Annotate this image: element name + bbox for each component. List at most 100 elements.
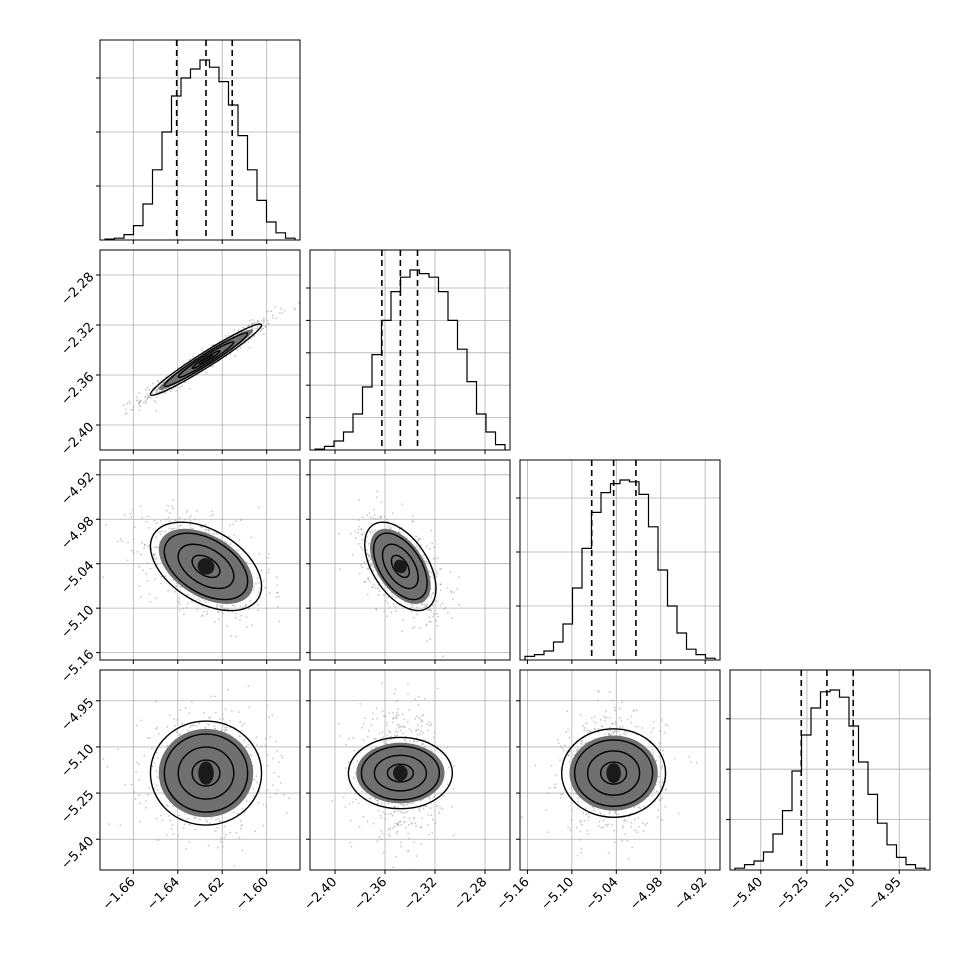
scatter-point <box>374 529 376 531</box>
contour-line-1 <box>177 341 235 379</box>
scatter-point <box>624 733 627 736</box>
scatter-point <box>345 767 347 769</box>
scatter-point <box>594 728 597 731</box>
scatter-point <box>626 718 629 721</box>
scatter-point <box>166 726 169 728</box>
scatter-point <box>414 822 417 825</box>
scatter-point <box>227 688 229 691</box>
scatter-point <box>172 507 174 510</box>
scatter-point <box>205 372 208 375</box>
scatter-point <box>250 536 253 539</box>
scatter-point <box>366 735 369 738</box>
scatter-point <box>587 812 590 815</box>
scatter-point <box>132 538 135 540</box>
scatter-point <box>407 692 409 695</box>
scatter-point <box>370 748 372 750</box>
scatter-point <box>207 844 210 847</box>
scatter-point <box>368 559 370 562</box>
scatter-point <box>646 822 648 825</box>
scatter-point <box>175 585 178 588</box>
contour-line-1 <box>177 543 235 590</box>
scatter-point <box>387 828 389 831</box>
x-tick-label: −5.10 <box>538 875 577 914</box>
scatter-point <box>155 817 158 820</box>
scatter-point <box>267 557 269 559</box>
scatter-point <box>252 787 255 790</box>
scatter-point <box>145 572 148 575</box>
scatter-point <box>566 710 569 713</box>
scatter-point <box>140 399 143 402</box>
scatter-point <box>579 819 582 822</box>
scatter-point <box>579 830 582 833</box>
scatter-point <box>256 577 259 580</box>
scatter-point <box>193 817 196 820</box>
scatter-point <box>652 720 655 723</box>
scatter-point <box>248 324 250 326</box>
scatter-point <box>607 851 610 854</box>
scatter-point <box>420 843 423 846</box>
contour-line-3 <box>560 728 667 818</box>
scatter-point <box>138 392 140 394</box>
scatter-point <box>197 598 200 600</box>
scatter-point <box>447 611 449 614</box>
scatter-point <box>280 754 283 757</box>
scatter-point <box>146 398 149 401</box>
scatter-point <box>156 563 159 566</box>
scatter-point <box>275 793 277 795</box>
scatter-point <box>246 626 248 628</box>
scatter-point <box>262 803 265 806</box>
scatter-point <box>260 319 263 322</box>
scatter-point <box>192 724 194 727</box>
contour-line-2 <box>372 532 428 601</box>
scatter-point <box>365 536 368 539</box>
scatter-point <box>545 809 548 811</box>
scatter-point <box>603 814 606 817</box>
scatter-point <box>156 751 158 754</box>
scatter-point <box>238 538 241 541</box>
scatter-point <box>396 830 399 833</box>
histogram-step-2 <box>524 479 716 660</box>
y-tick-label: −2.28 <box>59 270 98 309</box>
scatter-point <box>613 841 616 844</box>
scatter-point <box>642 822 645 824</box>
scatter-point <box>424 745 426 747</box>
scatter-point <box>272 784 274 787</box>
scatter-point <box>154 389 157 392</box>
panel-3-1-frame <box>309 669 511 871</box>
scatter-point <box>102 758 105 760</box>
scatter-point <box>152 382 155 385</box>
scatter-point <box>132 509 134 512</box>
scatter-point <box>248 706 251 709</box>
scatter-point <box>687 755 690 758</box>
scatter-point <box>421 877 423 879</box>
scatter-point <box>380 802 383 805</box>
scatter-point <box>179 609 182 611</box>
scatter-point <box>408 817 411 820</box>
scatter-point <box>266 310 269 313</box>
x-tick-label: −5.40 <box>727 875 766 914</box>
scatter-point <box>248 346 251 349</box>
scatter-point <box>154 787 156 790</box>
scatter-point <box>400 725 403 728</box>
scatter-point <box>347 761 350 764</box>
scatter-point <box>386 615 388 618</box>
scatter-point <box>410 730 413 732</box>
scatter-point <box>399 729 402 732</box>
scatter-point <box>358 519 360 521</box>
scatter-point <box>232 523 235 526</box>
scatter-point <box>364 581 366 584</box>
scatter-point <box>223 607 226 610</box>
scatter-point <box>217 611 219 614</box>
scatter-point <box>362 739 365 741</box>
x-tick-label: −1.60 <box>233 875 272 914</box>
scatter-point <box>188 712 191 714</box>
scatter-point <box>438 568 441 571</box>
scatter-point <box>160 582 163 585</box>
scatter-point <box>142 569 145 572</box>
scatter-point <box>415 825 417 828</box>
scatter-point <box>361 539 364 541</box>
scatter-point <box>430 748 432 751</box>
density-core <box>198 354 214 365</box>
contour-line-1 <box>586 750 641 796</box>
scatter-point <box>557 742 560 745</box>
